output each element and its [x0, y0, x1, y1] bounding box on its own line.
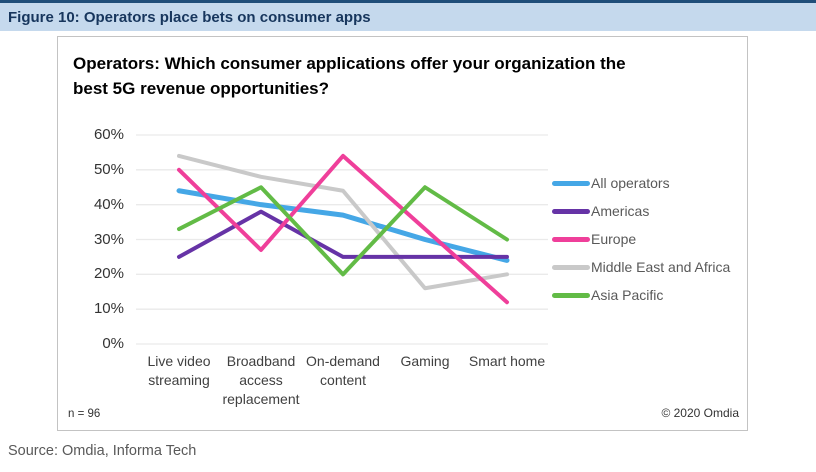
x-category-label: On-demand content: [306, 353, 380, 388]
legend-marker: [552, 264, 590, 270]
legend-label: Asia Pacific: [591, 287, 664, 303]
copyright-note: © 2020 Omdia: [661, 406, 739, 420]
series-line-asia-pacific: [177, 185, 509, 277]
x-category-label: Broadband access replacement: [222, 353, 300, 407]
series-line-americas: [177, 209, 509, 259]
chart-title: Operators: Which consumer applications o…: [73, 54, 626, 98]
x-category-label: Smart home: [468, 353, 546, 369]
series-line-europe: [177, 153, 509, 305]
figure-header-bar: Figure 10: Operators place bets on consu…: [0, 0, 816, 31]
legend-label: Middle East and Africa: [591, 259, 731, 275]
legend-item: All operators: [552, 169, 730, 197]
chart-legend: All operators Americas Europe Middle East a…: [552, 169, 730, 309]
figure-header-label: Figure 10: Operators place bets on consu…: [8, 8, 371, 26]
series-line-all-operators: [176, 188, 510, 263]
legend-item: Americas: [552, 197, 730, 225]
x-category-label: Live video streaming: [147, 353, 211, 388]
y-tick-label: 40%: [93, 195, 124, 213]
legend-item: Asia Pacific: [552, 281, 730, 309]
legend-marker: [552, 180, 590, 186]
y-tick-label: 20%: [93, 265, 124, 283]
legend-item: Europe: [552, 225, 730, 253]
series-line-middle-east-and-africa: [177, 153, 509, 291]
y-tick-label: 0%: [102, 335, 124, 352]
x-category-label: Gaming: [400, 353, 450, 369]
figure-panel: Operators: Which consumer applications o…: [57, 36, 748, 431]
legend-marker: [552, 292, 590, 298]
legend-item: Middle East and Africa: [552, 253, 730, 281]
y-tick-label: 60%: [93, 126, 124, 143]
sample-size-note: n = 96: [68, 408, 101, 420]
y-tick-label: 30%: [93, 230, 124, 248]
source-line: Source: Omdia, Informa Tech: [8, 443, 197, 459]
legend-label: Europe: [591, 231, 637, 247]
line-chart-canvas: [136, 134, 548, 345]
legend-label: All operators: [591, 175, 670, 191]
legend-marker: [552, 236, 590, 242]
y-tick-label: 10%: [93, 300, 124, 318]
legend-marker: [552, 208, 590, 214]
legend-label: Americas: [591, 203, 650, 219]
y-tick-label: 50%: [93, 160, 124, 178]
